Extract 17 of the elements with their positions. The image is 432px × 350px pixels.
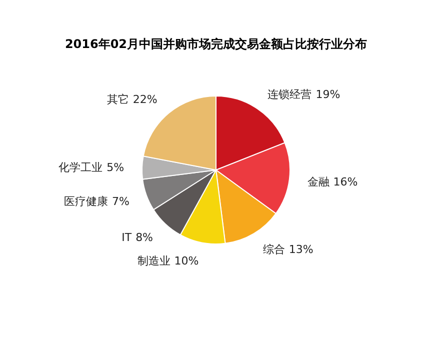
data-label: 16% (333, 176, 358, 189)
slice-label: 制造业 (137, 254, 170, 268)
slice-label: 金融 (307, 176, 330, 189)
data-label: 5% (106, 161, 124, 174)
slice-label: 化学工业 (58, 161, 103, 174)
slice-label: 其它 (106, 93, 129, 106)
slice-label: IT (122, 231, 132, 244)
slice-label: 连锁经营 (268, 88, 312, 101)
slice-label: 医疗健康 (64, 195, 108, 208)
chart-title: 2016年02月中国并购市场完成交易金额占比按行业分布 (64, 37, 368, 51)
slice-label: 综合 (262, 243, 285, 256)
data-label: 13% (288, 243, 314, 256)
data-label: 8% (136, 231, 154, 244)
data-label: 19% (316, 88, 340, 101)
data-label: 22% (132, 93, 158, 106)
data-label: 10% (174, 254, 199, 268)
data-label: 7% (112, 195, 130, 208)
